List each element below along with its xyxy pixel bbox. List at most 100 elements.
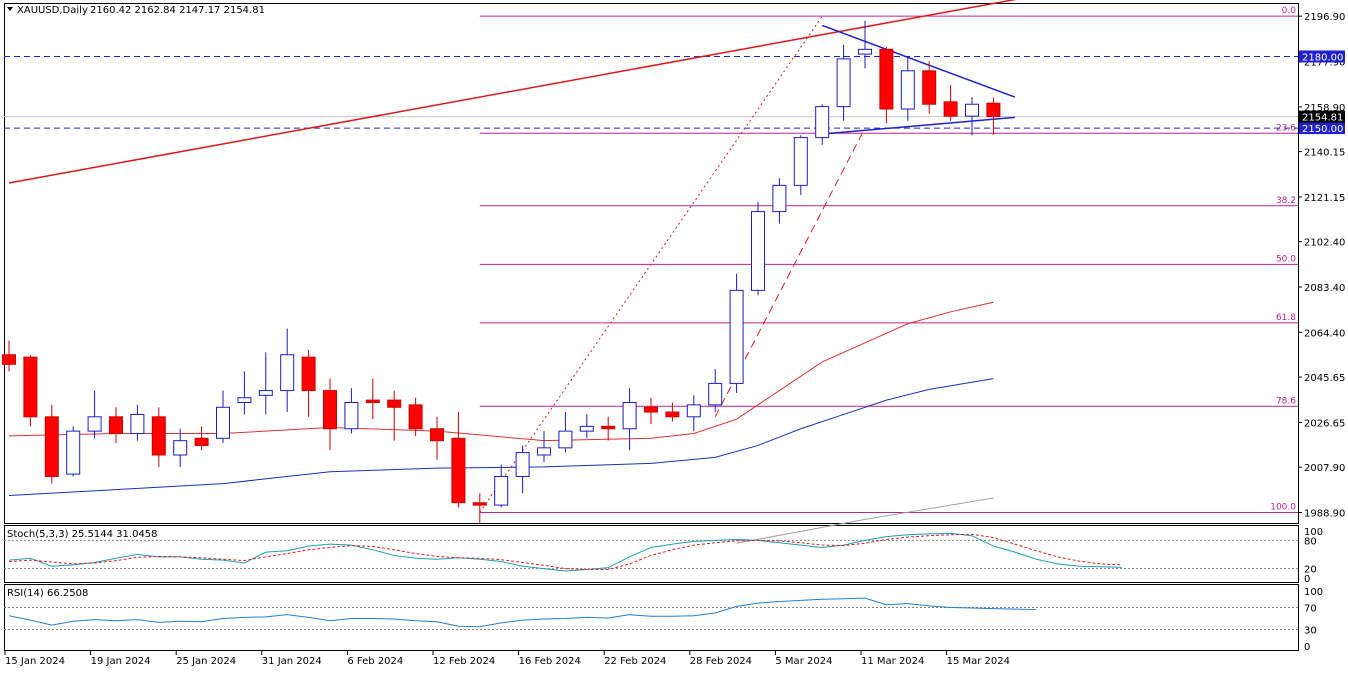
indicator-series-main [8,532,1122,572]
candle [665,402,680,422]
candle [558,412,573,453]
candle-body [558,430,573,449]
candle-body [708,382,723,406]
time-tick-label: 19 Jan 2024 [91,656,151,667]
candle-body [986,102,1001,118]
candle-body [665,411,680,418]
candle [109,407,123,444]
candle [537,431,551,463]
indicator-tick-label: 0 [1304,642,1310,653]
candle [151,407,166,467]
candle-body [751,211,765,291]
candle-body [258,390,273,396]
candle-body [66,430,81,475]
price-tick-label: 2102.40 [1304,238,1345,249]
level-price-tag [1299,50,1345,63]
time-tick-label: 11 Mar 2024 [861,656,924,667]
candle [772,178,787,224]
rsi-panel-frame [4,584,1299,651]
candle-body [387,399,402,408]
stoch-label: Stoch(5,3,3) 25.5144 31.0458 [7,529,158,540]
candle [494,464,509,508]
price-tick-label: 2064.40 [1304,328,1345,339]
price-tick-label: 2083.40 [1304,283,1345,294]
price-tick-label: 2140.15 [1304,148,1345,159]
candle [601,416,616,441]
moving-average-gray [736,497,994,544]
rsi-label: RSI(14) 66.2508 [7,588,88,599]
candle [216,390,230,444]
candle [815,104,830,145]
moving-average-blue [8,378,994,497]
current-price-tag [1299,110,1345,123]
candle [87,390,102,439]
indicator-tick-label: 100 [1304,587,1323,598]
candle-body [900,70,915,110]
candle-body [729,289,744,384]
trendline-red-dotted [479,15,823,513]
candle [430,416,444,460]
candle-body [601,425,616,430]
candle-body [365,399,380,403]
time-tick-label: 22 Feb 2024 [604,656,666,667]
candle-body [515,452,530,477]
candle-body [194,437,209,446]
candle [130,404,145,441]
collapse-arrow-icon[interactable] [7,7,13,11]
candle [387,390,402,441]
time-tick-label: 25 Jan 2024 [176,656,236,667]
candle-body [836,58,851,108]
candle [836,44,851,121]
fib-level-label: 0.0 [1282,6,1297,16]
candle [301,350,316,417]
candle [344,388,359,434]
trendline-blue [822,116,1015,135]
candle [922,61,937,114]
candle [323,378,337,451]
candle-body [772,184,787,213]
candle-body [537,447,551,456]
symbol-label: XAUUSD,Daily [17,5,88,16]
indicator-tick-label: 30 [1304,626,1317,637]
candle [900,56,915,121]
candle-body [494,475,509,506]
candle-body [173,440,188,456]
candle-body [130,413,145,435]
candle [44,404,59,484]
moving-average-red [8,301,994,442]
candle-body [408,404,423,430]
candle [708,369,723,413]
candle-body [344,401,359,430]
candle-body [87,416,102,432]
price-tick-label: 1988.90 [1304,509,1345,520]
candle-body [451,437,466,504]
fib-level-label: 38.2 [1276,196,1296,206]
time-tick-label: 16 Feb 2024 [519,656,581,667]
candle [729,273,744,393]
time-tick-label: 31 Jan 2024 [262,656,322,667]
candle-body [579,425,594,432]
candle-body [23,356,38,418]
candle-body [793,137,808,186]
candle [23,354,38,427]
candle [686,395,701,432]
indicator-tick-label: 100 [1304,527,1323,538]
time-tick-label: 15 Mar 2024 [947,656,1010,667]
candle [858,20,872,69]
time-tick-label: 6 Feb 2024 [347,656,403,667]
price-tick-label: 2026.65 [1304,418,1345,429]
candle [622,388,637,451]
fib-level-label: 50.0 [1276,254,1296,264]
axes-layer: 2196.90 2177.90 2158.90 2140.15 2121.15 2102.… [4,12,1345,667]
candle-body [301,356,316,392]
indicator-series-signal [8,533,1122,571]
price-tick-label: 2121.15 [1304,193,1345,204]
candle [943,85,958,121]
current-price-tag-label: 2154.81 [1302,113,1343,124]
candle-body [216,406,230,439]
stoch-layer [4,532,1298,572]
candle-body [323,390,337,430]
